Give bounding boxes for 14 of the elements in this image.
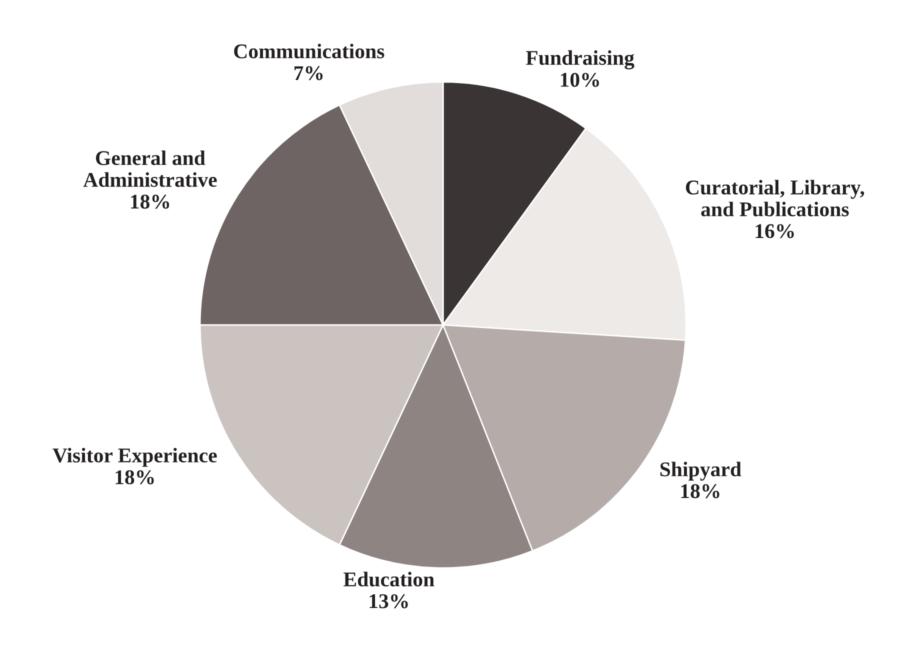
data-label: 16% [756,224,794,238]
data-label: 13% [370,594,408,608]
slice-label: Education [344,572,434,587]
data-label: 7% [294,66,323,80]
data-label: 18% [131,194,170,209]
slice-label: Shipyard [660,462,742,481]
slice-label: Communications [234,44,384,58]
slice-label: Fundraising [526,50,634,70]
data-label: 18% [681,484,720,498]
slice-label: General and Administrative [83,150,217,187]
data-label: 10% [560,72,599,87]
slice-label: Curatorial, Library, and Publications [686,180,864,216]
slice-label: Visitor Experience [52,448,217,467]
data-label: 18% [116,470,154,484]
